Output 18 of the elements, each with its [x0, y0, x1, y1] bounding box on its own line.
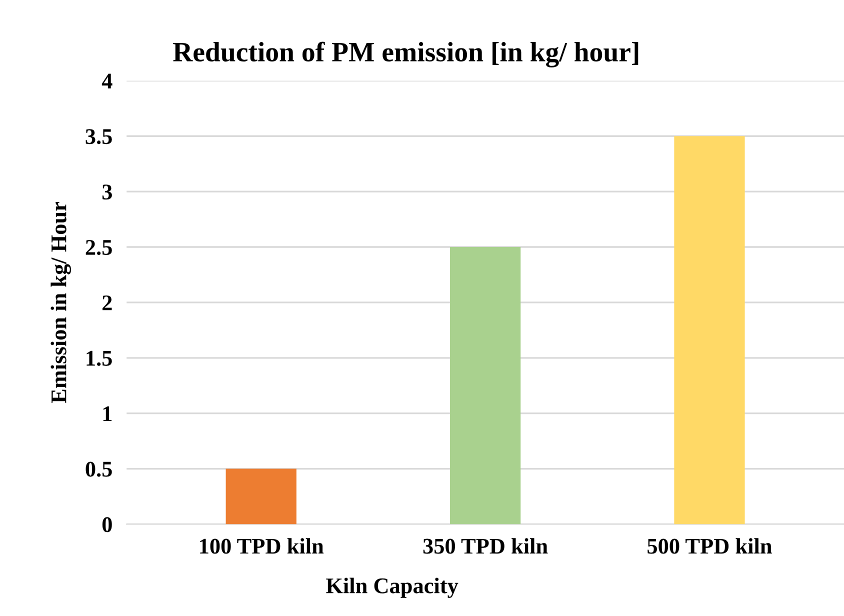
y-axis-title: Emission in kg/ Hour [50, 202, 72, 404]
y-tick-label: 1 [103, 406, 112, 422]
y-tick-label: 2 [102, 295, 112, 310]
x-tick-label: 350 TPD kiln [423, 538, 548, 554]
y-tick-label: 1.5 [86, 350, 112, 366]
x-tick-label: 500 TPD kiln [648, 538, 772, 554]
y-tick-label: 2.5 [86, 240, 112, 256]
y-tick-label: 3.5 [86, 129, 112, 144]
y-tick-label: 4 [102, 74, 112, 88]
bar [450, 247, 521, 524]
y-tick-label: 0.5 [86, 462, 112, 477]
x-tick-label: 100 TPD kiln [200, 538, 324, 554]
x-axis-title: Kiln Capacity [326, 578, 458, 598]
y-tick-label: 0 [102, 517, 112, 532]
y-tick-label: 3 [102, 184, 112, 200]
chart-title: Reduction of PM emission [in kg/ hour] [173, 42, 638, 68]
bar [674, 136, 745, 524]
bar [226, 468, 296, 524]
